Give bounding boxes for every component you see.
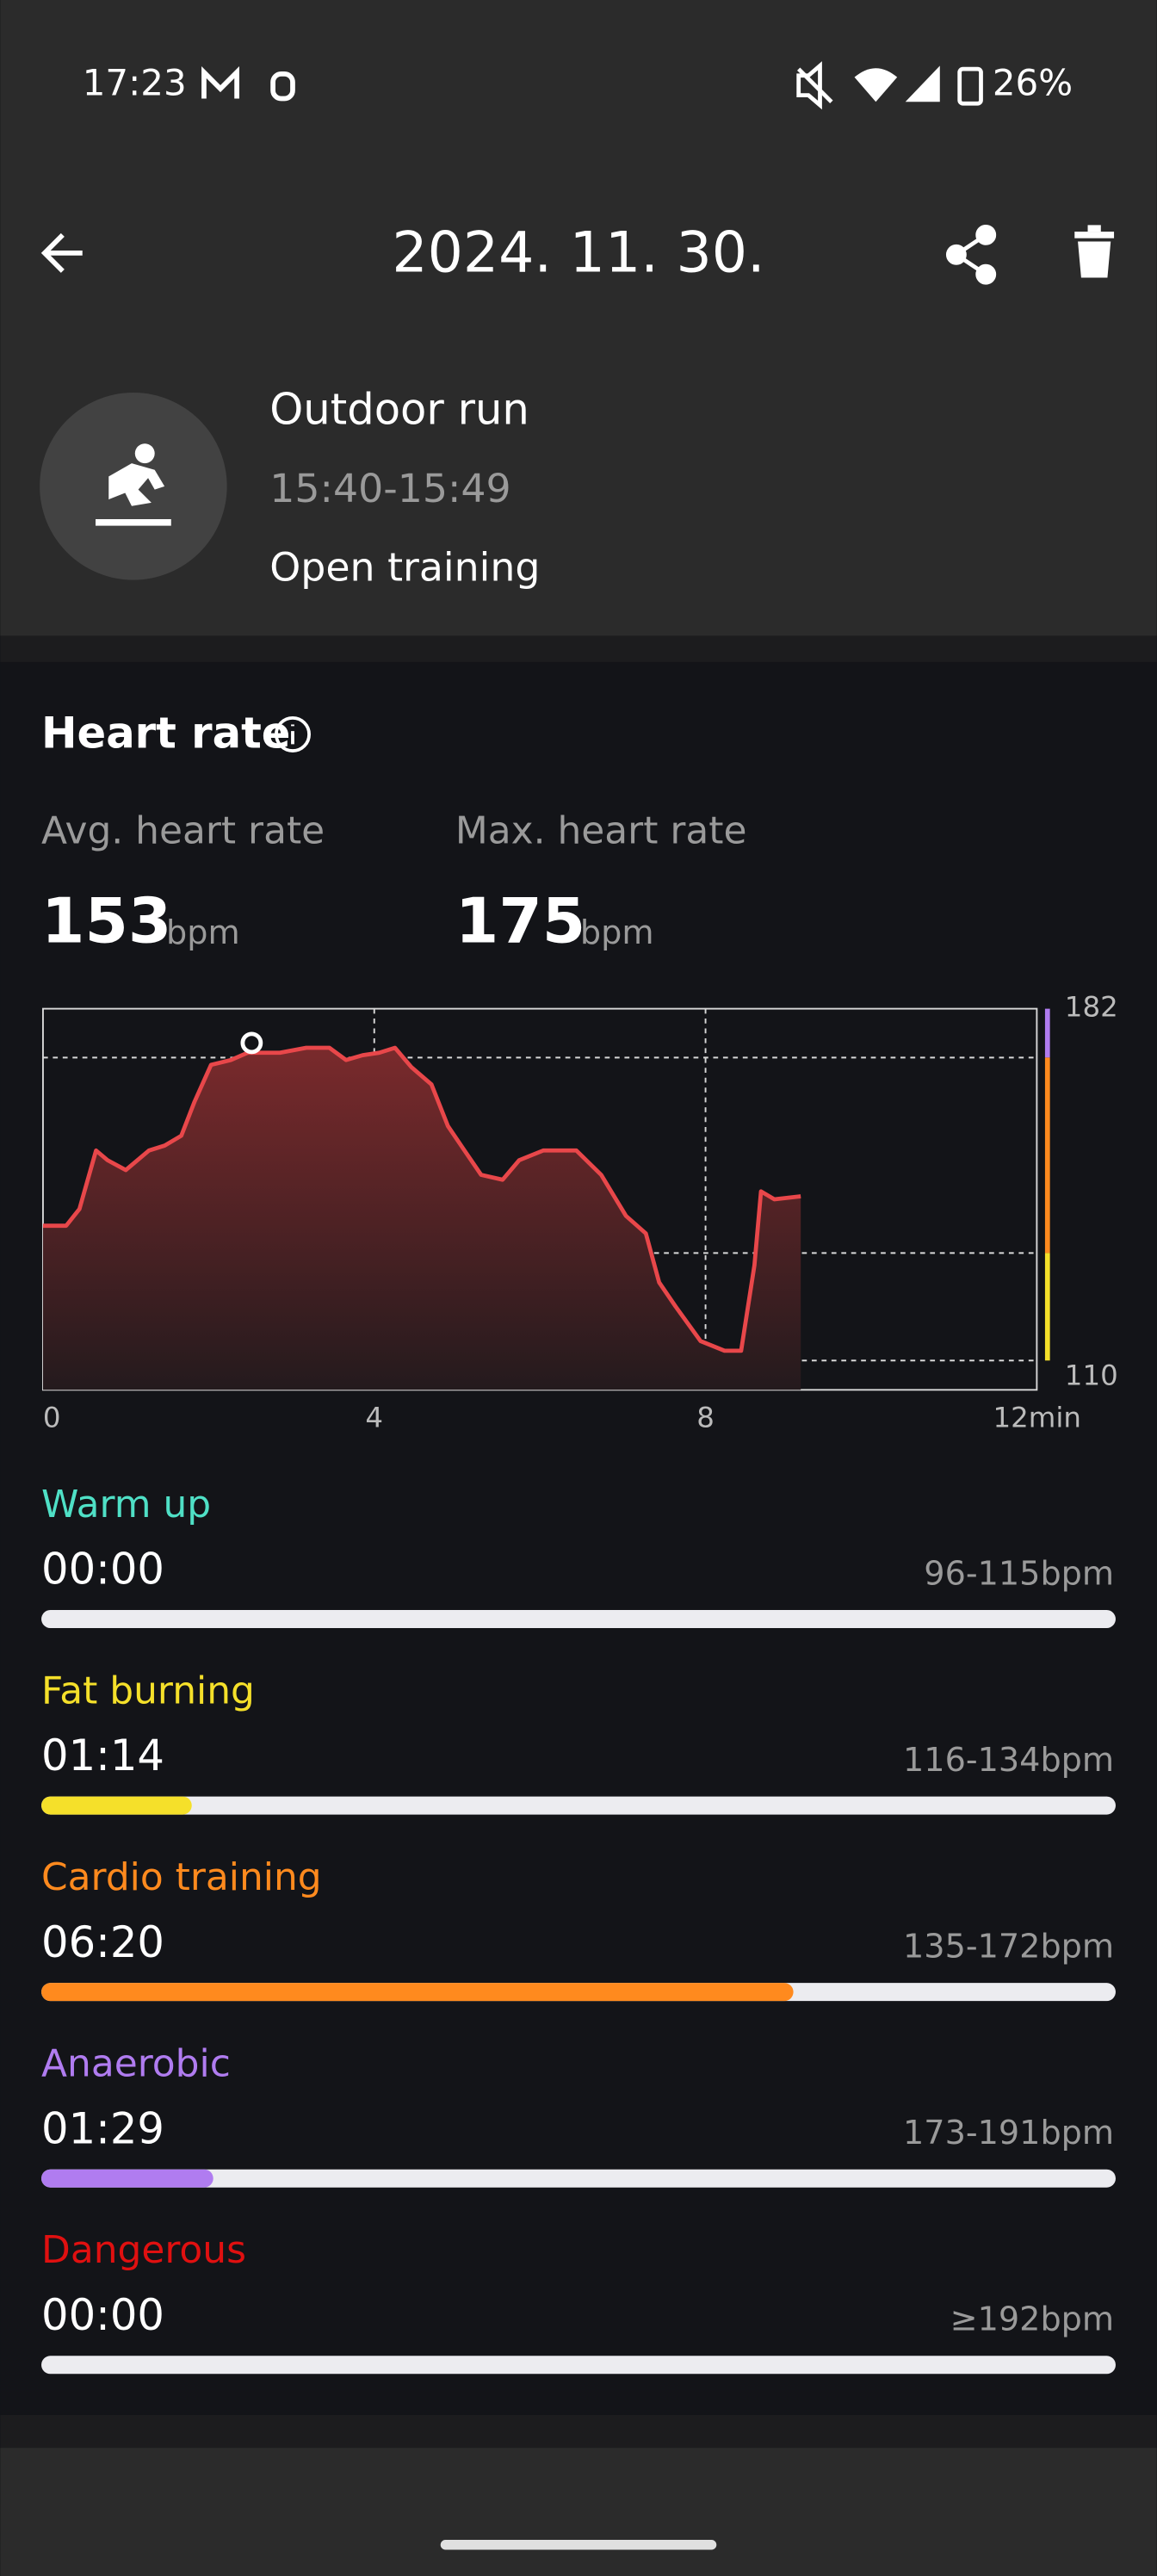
zone-duration: 01:14 — [41, 1731, 164, 1780]
zone-track — [41, 2356, 1116, 2375]
zone-name: Dangerous — [41, 2228, 246, 2272]
zone-range: 173-191bpm — [903, 2114, 1114, 2152]
hr-area — [42, 1048, 801, 1390]
x-tick-label: 12min — [993, 1402, 1080, 1434]
max-unit: bpm — [580, 913, 654, 951]
zone-track — [41, 1610, 1116, 1628]
activity-time: 15:40-15:49 — [269, 465, 510, 511]
home-indicator — [440, 2540, 717, 2550]
separator — [0, 2415, 1157, 2449]
zone-duration: 06:20 — [41, 1917, 164, 1967]
x-tick-label: 8 — [696, 1402, 715, 1434]
zone-duration: 00:00 — [41, 2290, 164, 2340]
zone-name: Warm up — [41, 1483, 211, 1526]
wifi-icon — [854, 68, 898, 102]
zone-strip — [1044, 1008, 1050, 1058]
x-tick-label: 4 — [365, 1402, 383, 1434]
zone-list: Warm up 00:00 96-115bpm Fat burning 01:14 116… — [41, 1483, 1116, 2375]
bottom-background — [0, 2448, 1157, 2576]
heart-rate-chart: 110 182 0 4 8 12min — [41, 991, 1118, 1434]
max-label: Max. heart rate — [455, 808, 747, 852]
activity-mode: Open training — [269, 544, 540, 591]
header-title: 2024. 11. 30. — [392, 220, 764, 285]
zone-strip — [1044, 1253, 1050, 1361]
share-button[interactable] — [945, 224, 997, 285]
zone-strip — [1044, 1057, 1050, 1254]
zone-name: Anaerobic — [41, 2042, 231, 2086]
activity-name: Outdoor run — [269, 384, 529, 434]
back-button[interactable] — [40, 232, 83, 273]
zone-name: Cardio training — [41, 1855, 322, 1899]
zone-track — [41, 2169, 1116, 2188]
mute-icon — [796, 61, 833, 110]
signal-icon — [905, 65, 940, 102]
zone-range: 116-134bpm — [903, 1741, 1114, 1779]
zone-range: ≥192bpm — [950, 2300, 1114, 2338]
avg-unit: bpm — [166, 913, 240, 951]
zone-name: Fat burning — [41, 1669, 255, 1712]
mail-icon — [201, 66, 239, 99]
separator — [0, 635, 1157, 662]
zone-range: 135-172bpm — [903, 1928, 1114, 1966]
battery-level: 26% — [993, 62, 1073, 104]
zone-bar — [41, 2169, 213, 2188]
content-background — [0, 661, 1157, 2416]
delete-button[interactable] — [1074, 225, 1115, 278]
zone-bar — [41, 1796, 192, 1815]
zone-track — [41, 1796, 1116, 1815]
run-icon — [96, 443, 171, 526]
battery-icon — [957, 66, 983, 106]
zone-bar — [41, 1983, 794, 2002]
info-button[interactable] — [274, 715, 311, 752]
status-time: 17:23 — [83, 62, 187, 104]
zone-range: 96-115bpm — [924, 1554, 1114, 1592]
watch-icon — [270, 71, 295, 102]
max-marker — [240, 1031, 263, 1055]
y-tick-label: 182 — [1065, 991, 1118, 1024]
y-tick-label: 110 — [1065, 1359, 1118, 1391]
max-value: 175 — [455, 885, 585, 957]
avg-value: 153 — [41, 885, 171, 957]
avg-label: Avg. heart rate — [41, 808, 325, 852]
zone-duration: 00:00 — [41, 1545, 164, 1595]
section-title: Heart rate — [41, 708, 290, 758]
x-tick-label: 0 — [43, 1402, 61, 1434]
hr-line — [42, 1045, 801, 1353]
zone-duration: 01:29 — [41, 2103, 164, 2153]
